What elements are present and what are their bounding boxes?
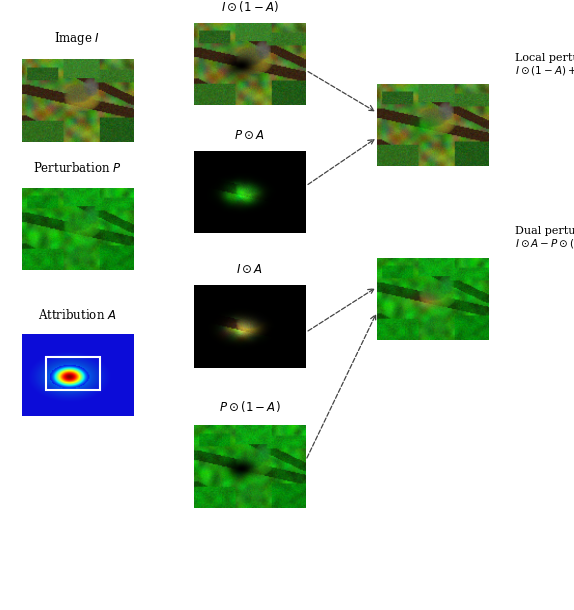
Text: $I \odot (1 - A)$: $I \odot (1 - A)$ <box>220 0 279 14</box>
Text: $P \odot (1 - A)$: $P \odot (1 - A)$ <box>219 400 281 415</box>
Text: Local perturbation:: Local perturbation: <box>515 52 574 62</box>
Text: $I \odot A - P \odot (1-A)$: $I \odot A - P \odot (1-A)$ <box>515 237 574 250</box>
Text: Perturbation $\mathit{P}$: Perturbation $\mathit{P}$ <box>33 162 122 176</box>
Text: Attribution $\mathit{A}$: Attribution $\mathit{A}$ <box>38 308 117 322</box>
Bar <box>46 357 100 390</box>
Text: Image $\mathit{I}$: Image $\mathit{I}$ <box>55 30 100 48</box>
Text: $P \odot A$: $P \odot A$ <box>234 129 265 142</box>
Text: $I \odot (1-A) + P \odot A$: $I \odot (1-A) + P \odot A$ <box>515 63 574 76</box>
Text: Dual perturbation:: Dual perturbation: <box>515 226 574 236</box>
Text: $I \odot A$: $I \odot A$ <box>236 263 263 276</box>
